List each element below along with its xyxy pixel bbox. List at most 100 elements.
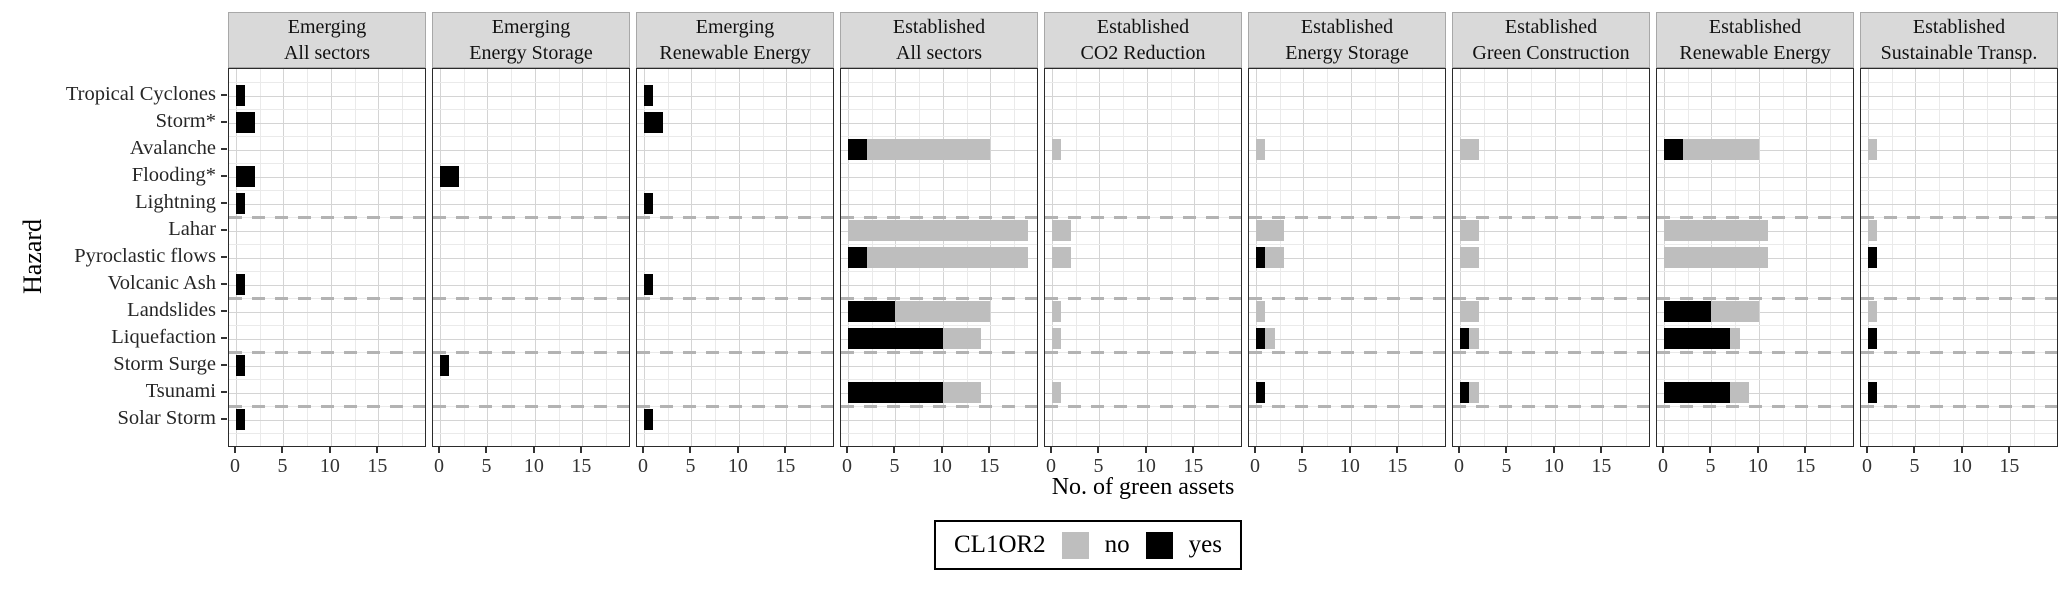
x-axis-tick [376, 447, 379, 453]
group-separator-line [229, 405, 425, 408]
y-axis-tick [221, 255, 227, 258]
x-axis-tick [1709, 447, 1712, 453]
gridline-horizontal [1249, 136, 1445, 137]
facet-strip-group: Emerging [491, 16, 571, 38]
gridline-horizontal [433, 176, 629, 178]
bar-segment-yes [1664, 301, 1712, 322]
bar-segment-yes [848, 247, 867, 268]
x-axis-tick-label: 5 [481, 455, 492, 477]
y-axis-label: Liquefaction [111, 326, 216, 348]
group-separator-line [637, 351, 833, 354]
facet-panel: Established Renewable Energy 0 5 10 15 [1656, 12, 1854, 487]
gridline-horizontal [841, 109, 1037, 110]
gridline-horizontal [841, 122, 1037, 124]
gridline-horizontal [1045, 176, 1241, 178]
gridline-horizontal [229, 365, 425, 367]
x-axis-tick-label: 10 [1135, 455, 1156, 477]
gridline-horizontal [229, 190, 425, 191]
group-separator-line [433, 405, 629, 408]
group-separator-line [1045, 351, 1241, 354]
gridline-horizontal [229, 419, 425, 421]
y-axis-label: Flooding* [131, 164, 216, 186]
bar-segment-yes [1868, 247, 1878, 268]
x-axis-tick-label: 0 [1454, 455, 1464, 477]
y-axis-tick [221, 228, 227, 231]
gridline-horizontal [1861, 149, 2057, 151]
gridline-horizontal [433, 325, 629, 326]
facet-strip: Established Green Construction [1452, 12, 1650, 68]
x-axis-tick-label: 15 [979, 455, 1000, 477]
x-axis-tick-label: 0 [1658, 455, 1668, 477]
y-axis-tick [221, 120, 227, 123]
bar-segment-no [1469, 382, 1479, 403]
gridline-horizontal [1453, 338, 1649, 340]
facet-strip: Emerging Energy Storage [432, 12, 630, 68]
gridline-horizontal [1453, 190, 1649, 191]
gridline-horizontal [1861, 325, 2057, 326]
gridline-horizontal [229, 136, 425, 137]
gridline-horizontal [637, 419, 833, 421]
gridline-horizontal [433, 392, 629, 394]
group-separator-line [1657, 405, 1853, 408]
y-axis-tick [221, 282, 227, 285]
gridline-horizontal [433, 149, 629, 151]
bar-segment-no [1460, 301, 1479, 322]
panel-plot-area [1452, 68, 1650, 447]
gridline-horizontal [1453, 95, 1649, 97]
gridline-horizontal [1453, 419, 1649, 421]
y-axis-label: Tropical Cyclones [65, 83, 216, 105]
gridline-horizontal [1045, 149, 1241, 151]
gridline-horizontal [1453, 311, 1649, 313]
group-separator-line [1453, 351, 1649, 354]
group-separator-line [1249, 297, 1445, 300]
facet-strip-group: Emerging [695, 16, 775, 38]
gridline-horizontal [229, 203, 425, 205]
gridline-horizontal [637, 109, 833, 110]
gridline-horizontal [229, 325, 425, 326]
bar-segment-no [1052, 382, 1062, 403]
bar-segment-yes [236, 193, 246, 214]
x-axis-tick [1505, 447, 1508, 453]
gridline-horizontal [229, 257, 425, 259]
bar-segment-yes [236, 166, 255, 187]
gridline-horizontal [1249, 230, 1445, 232]
gridline-horizontal [1861, 190, 2057, 191]
gridline-horizontal [1657, 271, 1853, 272]
gridline-horizontal [1657, 136, 1853, 137]
legend-title: CL1OR2 [953, 531, 1046, 558]
facet-panel: Established Green Construction 0 5 10 15 [1452, 12, 1650, 487]
gridline-horizontal [841, 176, 1037, 178]
bar-segment-yes [848, 301, 896, 322]
gridline-horizontal [1657, 325, 1853, 326]
gridline-horizontal [229, 284, 425, 286]
x-axis-tick [1301, 447, 1304, 453]
x-axis-tick-label: 5 [1093, 455, 1104, 477]
gridline-horizontal [841, 82, 1037, 83]
gridline-horizontal [1861, 203, 2057, 205]
gridline-horizontal [229, 122, 425, 124]
group-separator-line [1453, 405, 1649, 408]
x-axis-tick-label: 10 [727, 455, 748, 477]
gridline-horizontal [1249, 419, 1445, 421]
x-axis-tick-label: 5 [277, 455, 288, 477]
gridline-horizontal [1453, 122, 1649, 124]
x-axis-tick-label: 15 [367, 455, 388, 477]
facet-strip-sector: Sustainable Transp. [1880, 42, 2038, 64]
gridline-horizontal [637, 190, 833, 191]
bar-segment-no [1664, 220, 1769, 241]
group-separator-line [841, 351, 1037, 354]
group-separator-line [1249, 405, 1445, 408]
gridline-horizontal [433, 338, 629, 340]
y-axis-tick [221, 201, 227, 204]
x-axis-tick [1050, 447, 1052, 453]
gridline-horizontal [433, 257, 629, 259]
bar-segment-no [1664, 247, 1769, 268]
legend-label-no: no [1104, 531, 1130, 558]
gridline-horizontal [1657, 244, 1853, 245]
gridline-horizontal [1861, 284, 2057, 286]
gridline-horizontal [1045, 271, 1241, 272]
y-axis-label: Lightning [135, 191, 216, 213]
bar-segment-yes [644, 85, 654, 106]
gridline-horizontal [1249, 365, 1445, 367]
